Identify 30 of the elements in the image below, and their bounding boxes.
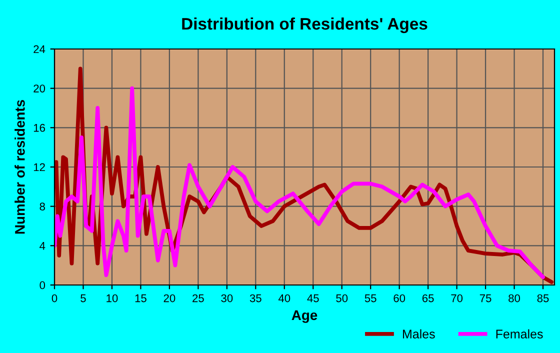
x-tick-label: 20 (164, 294, 176, 302)
x-tick-label: 10 (106, 294, 118, 302)
x-tick-label: 55 (364, 294, 376, 302)
y-tick-label: 12 (34, 163, 45, 172)
y-tick-label: 16 (34, 124, 45, 132)
y-tick-label: 8 (40, 202, 45, 210)
x-tick-label: 45 (307, 294, 319, 302)
x-tick-label: 0 (52, 294, 58, 302)
legend-label: Males (403, 329, 435, 338)
chart-title: Distribution of Residents' Ages (182, 17, 428, 34)
x-tick-label: 25 (192, 294, 204, 302)
y-tick-label: 20 (34, 84, 46, 92)
x-axis-title: Age (292, 310, 318, 323)
y-tick-label: 24 (34, 45, 46, 54)
x-tick-label: 50 (336, 294, 348, 302)
x-tick-label: 40 (278, 294, 290, 302)
y-tick-label: 0 (40, 281, 46, 290)
x-tick-label: 65 (422, 294, 434, 302)
x-tick-label: 80 (508, 294, 520, 302)
x-tick-label: 5 (80, 294, 86, 302)
x-tick-label: 35 (250, 294, 262, 302)
x-tick-label: 15 (135, 294, 146, 302)
x-tick-label: 75 (480, 294, 492, 302)
y-tick-label: 4 (40, 242, 46, 250)
x-tick-label: 70 (451, 294, 463, 302)
y-axis-title: Number of residents (14, 100, 25, 234)
x-tick-label: 85 (537, 294, 549, 302)
legend-label: Females (496, 329, 543, 338)
x-tick-label: 30 (221, 294, 233, 302)
x-tick-label: 60 (394, 294, 406, 302)
